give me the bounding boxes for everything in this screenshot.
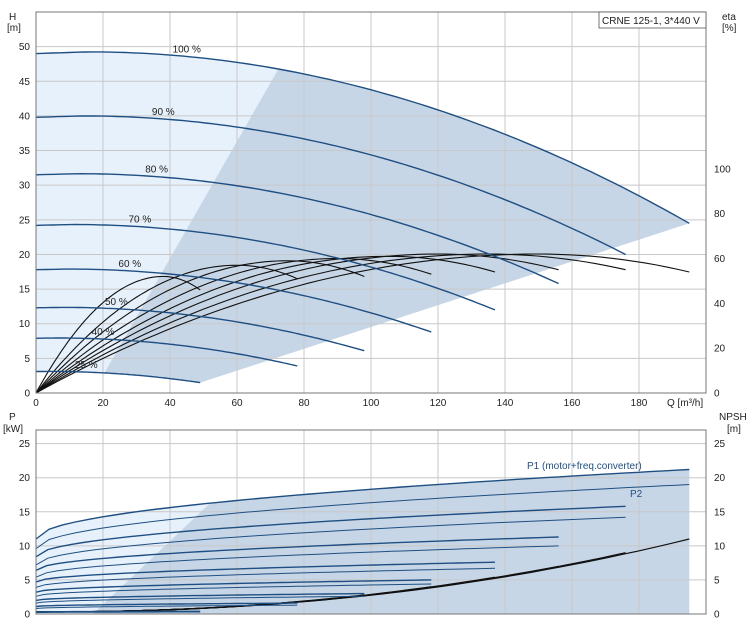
- npsh-tick-label: 10: [714, 541, 726, 552]
- head-tick-label: 50: [19, 42, 31, 53]
- head-tick-label: 15: [19, 285, 31, 296]
- head-curve: [35, 115, 626, 256]
- speed-percent-label: 80 %: [145, 165, 168, 176]
- p2-power-curve: [35, 567, 496, 588]
- lower-plot-frame: [35, 429, 707, 615]
- head-tick-label: 45: [19, 77, 31, 88]
- x-tick-label: 100: [363, 398, 380, 409]
- head-curve: [35, 172, 559, 285]
- p1-series-label: P1 (motor+freq.converter): [527, 461, 642, 472]
- power-tick-label: 10: [19, 541, 31, 552]
- p2-power-curve: [35, 545, 559, 578]
- npsh-tick-label: 15: [714, 507, 726, 518]
- x-tick-label: 80: [298, 398, 310, 409]
- npsh-tick-label: 0: [714, 610, 720, 621]
- p1-power-curve: [35, 561, 496, 583]
- eta-axis-label: eta: [722, 12, 736, 23]
- speed-percent-label: 50 %: [105, 297, 128, 308]
- p1-power-curve: [35, 468, 690, 540]
- power-npsh-panel: 0 5 10 15 20 25 0 5 10 15 20 25 P [kW] NPSH [m] P1 …: [3, 412, 747, 621]
- head-curve: [35, 306, 365, 352]
- head-curve: [35, 268, 432, 333]
- power-tick-label: 0: [24, 610, 30, 621]
- eta-tick-label: 20: [714, 344, 726, 355]
- x-tick-label: 0: [33, 398, 39, 409]
- speed-percent-label: 90 %: [152, 107, 175, 118]
- p1-power-curve: [35, 505, 626, 558]
- upper-plot-frame: [35, 11, 707, 394]
- p1-power-curve: [35, 602, 298, 608]
- x-tick-label: 60: [231, 398, 243, 409]
- p2-series-label: P2: [630, 489, 643, 500]
- speed-percent-label: 70 %: [128, 215, 151, 226]
- head-tick-label: 40: [19, 111, 31, 122]
- eta-tick-label: 40: [714, 299, 726, 310]
- power-axis-label: P: [9, 412, 16, 423]
- head-curve: [36, 370, 201, 384]
- eta-tick-label: 100: [714, 164, 731, 175]
- p2-power-curve: [35, 516, 626, 566]
- flow-axis-label: Q [m³/h]: [667, 398, 703, 409]
- x-tick-label: 140: [497, 398, 514, 409]
- speed-percent-label: 25 %: [75, 360, 98, 371]
- x-tick-label: 120: [430, 398, 447, 409]
- efficiency-curve: [35, 257, 432, 394]
- head-axis-label: H: [9, 12, 16, 23]
- head-tick-label: 10: [19, 319, 31, 330]
- power-tick-label: 25: [19, 439, 31, 450]
- npsh-tick-label: 5: [714, 575, 720, 586]
- efficiency-curve: [35, 253, 559, 394]
- p2-power-curve: [35, 484, 690, 550]
- power-tick-label: 15: [19, 507, 31, 518]
- power-tick-label: 20: [19, 473, 31, 484]
- head-tick-label: 30: [19, 181, 31, 192]
- power-tick-label: 5: [24, 575, 30, 586]
- x-tick-label: 20: [97, 398, 109, 409]
- head-tick-label: 35: [19, 146, 31, 157]
- efficiency-curve: [35, 260, 365, 394]
- npsh-axis-unit: [m]: [727, 424, 741, 435]
- x-tick-label: 180: [631, 398, 648, 409]
- p1-power-curve: [35, 592, 365, 602]
- efficiency-curve: [35, 253, 690, 394]
- efficiency-curve: [35, 264, 298, 394]
- head-tick-label: 0: [24, 389, 30, 400]
- p2-power-curve: [35, 583, 432, 597]
- eta-tick-label: 0: [714, 389, 720, 400]
- efficiency-curve: [35, 253, 626, 394]
- head-curve: [35, 337, 298, 367]
- npsh-tick-label: 20: [714, 473, 726, 484]
- head-tick-label: 25: [19, 215, 31, 226]
- eta-axis-unit: [%]: [722, 23, 737, 34]
- head-axis-unit: [m]: [7, 23, 21, 34]
- x-tick-label: 160: [564, 398, 581, 409]
- efficiency-curve: [35, 275, 201, 394]
- power-axis-unit: [kW]: [3, 424, 23, 435]
- npsh-tick-label: 25: [714, 439, 726, 450]
- head-curve: [35, 51, 690, 224]
- head-tick-label: 20: [19, 250, 31, 261]
- head-tick-label: 5: [24, 354, 30, 365]
- speed-percent-label: 40 %: [92, 327, 115, 338]
- p2-power-curve: [35, 595, 365, 604]
- p2-power-curve: [35, 604, 298, 609]
- head-curve: [35, 223, 496, 311]
- pump-model-label: CRNE 125-1, 3*440 V: [602, 16, 700, 27]
- eta-tick-label: 60: [714, 254, 726, 265]
- p1-power-curve: [35, 536, 559, 572]
- speed-percent-label: 60 %: [118, 259, 141, 270]
- speed-percent-label: 100 %: [173, 44, 201, 55]
- npsh-axis-label: NPSH: [719, 412, 747, 423]
- pump-model-box: [598, 11, 707, 29]
- p1-power-curve: [35, 610, 201, 613]
- head-efficiency-panel: 0 20 40 60 80 100 120 140 160 180 0 5 10 15 20 25 30 35 40…: [7, 11, 737, 409]
- x-tick-label: 40: [164, 398, 176, 409]
- p1-power-curve: [35, 579, 432, 593]
- eta-tick-label: 80: [714, 209, 726, 220]
